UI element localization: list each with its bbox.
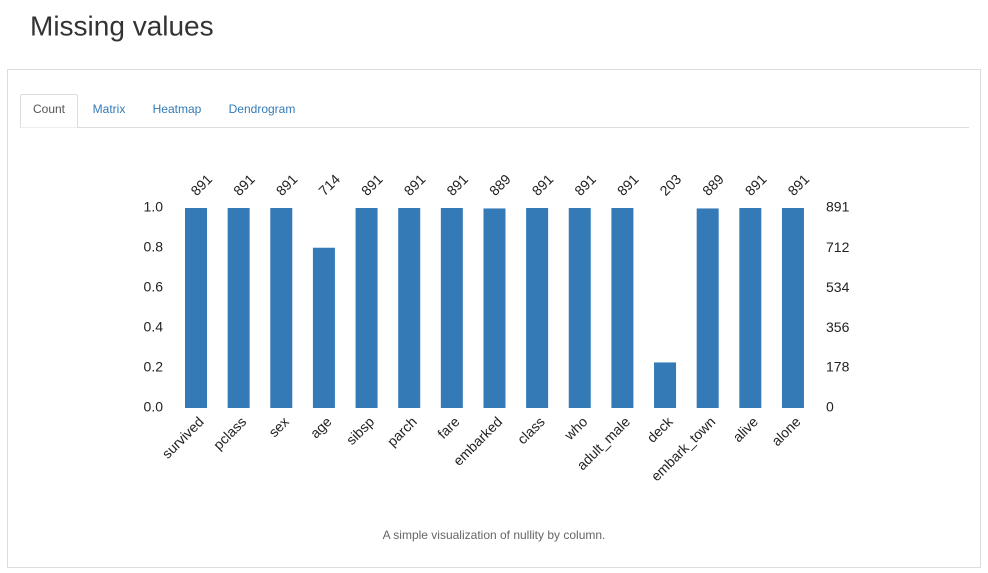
value-label: 891 — [230, 171, 258, 199]
value-label: 891 — [614, 171, 642, 199]
bar — [568, 208, 591, 408]
x-tick-label: alone — [768, 413, 804, 449]
y2-tick-label: 712 — [826, 239, 850, 255]
y-tick-label: 0.6 — [144, 279, 164, 295]
bar — [654, 362, 677, 408]
x-tick-label: fare — [434, 413, 463, 442]
page-title: Missing values — [30, 10, 214, 41]
x-tick-label: age — [307, 413, 335, 441]
panel — [7, 69, 981, 568]
y2-tick-label: 356 — [826, 319, 850, 335]
value-label: 891 — [401, 171, 429, 199]
x-tick-label: parch — [384, 413, 420, 449]
bar — [781, 208, 804, 408]
tab[interactable]: Matrix — [93, 102, 126, 116]
bar — [611, 208, 634, 408]
tab[interactable]: Heatmap — [153, 102, 202, 116]
tab[interactable]: Dendrogram — [229, 102, 296, 116]
value-label: 891 — [273, 171, 301, 199]
value-label: 891 — [358, 171, 386, 199]
active-tab — [20, 94, 78, 128]
y-tick-label: 0.0 — [144, 399, 164, 415]
value-label: 891 — [529, 171, 557, 199]
y-tick-label: 1.0 — [144, 199, 164, 215]
value-label: 889 — [699, 171, 727, 199]
bar — [185, 208, 207, 408]
value-label: 714 — [315, 171, 343, 199]
value-label: 891 — [187, 171, 215, 199]
x-tick-label: sibsp — [343, 413, 378, 448]
y2-tick-label: 0 — [826, 399, 834, 415]
x-tick-label: pclass — [210, 413, 249, 452]
y2-tick-label: 178 — [826, 359, 850, 375]
x-tick-label: class — [514, 413, 548, 447]
value-label: 889 — [486, 171, 514, 199]
y2-tick-label: 891 — [826, 199, 850, 215]
y-tick-label: 0.8 — [144, 239, 164, 255]
bar — [270, 208, 293, 408]
bar — [398, 208, 421, 408]
y-tick-label: 0.4 — [144, 319, 164, 335]
bar — [696, 208, 719, 408]
bar — [526, 208, 549, 408]
value-label: 891 — [443, 171, 471, 199]
x-tick-label: survived — [159, 413, 207, 461]
bar — [312, 247, 335, 408]
y2-tick-label: 534 — [826, 279, 850, 295]
value-label: 891 — [571, 171, 599, 199]
value-label: 891 — [742, 171, 770, 199]
bar — [483, 208, 506, 408]
x-tick-label: alive — [729, 413, 761, 445]
bar — [739, 208, 762, 408]
bar — [440, 208, 463, 408]
caption: A simple visualization of nullity by col… — [383, 528, 606, 542]
y-tick-label: 0.2 — [144, 359, 164, 375]
x-tick-label: sex — [265, 413, 292, 440]
bar — [355, 208, 378, 408]
x-tick-label: who — [560, 413, 590, 443]
tab[interactable]: Count — [33, 102, 66, 116]
bar — [227, 208, 250, 408]
x-tick-label: deck — [644, 413, 677, 446]
value-label: 203 — [656, 171, 684, 199]
value-label: 891 — [784, 171, 812, 199]
